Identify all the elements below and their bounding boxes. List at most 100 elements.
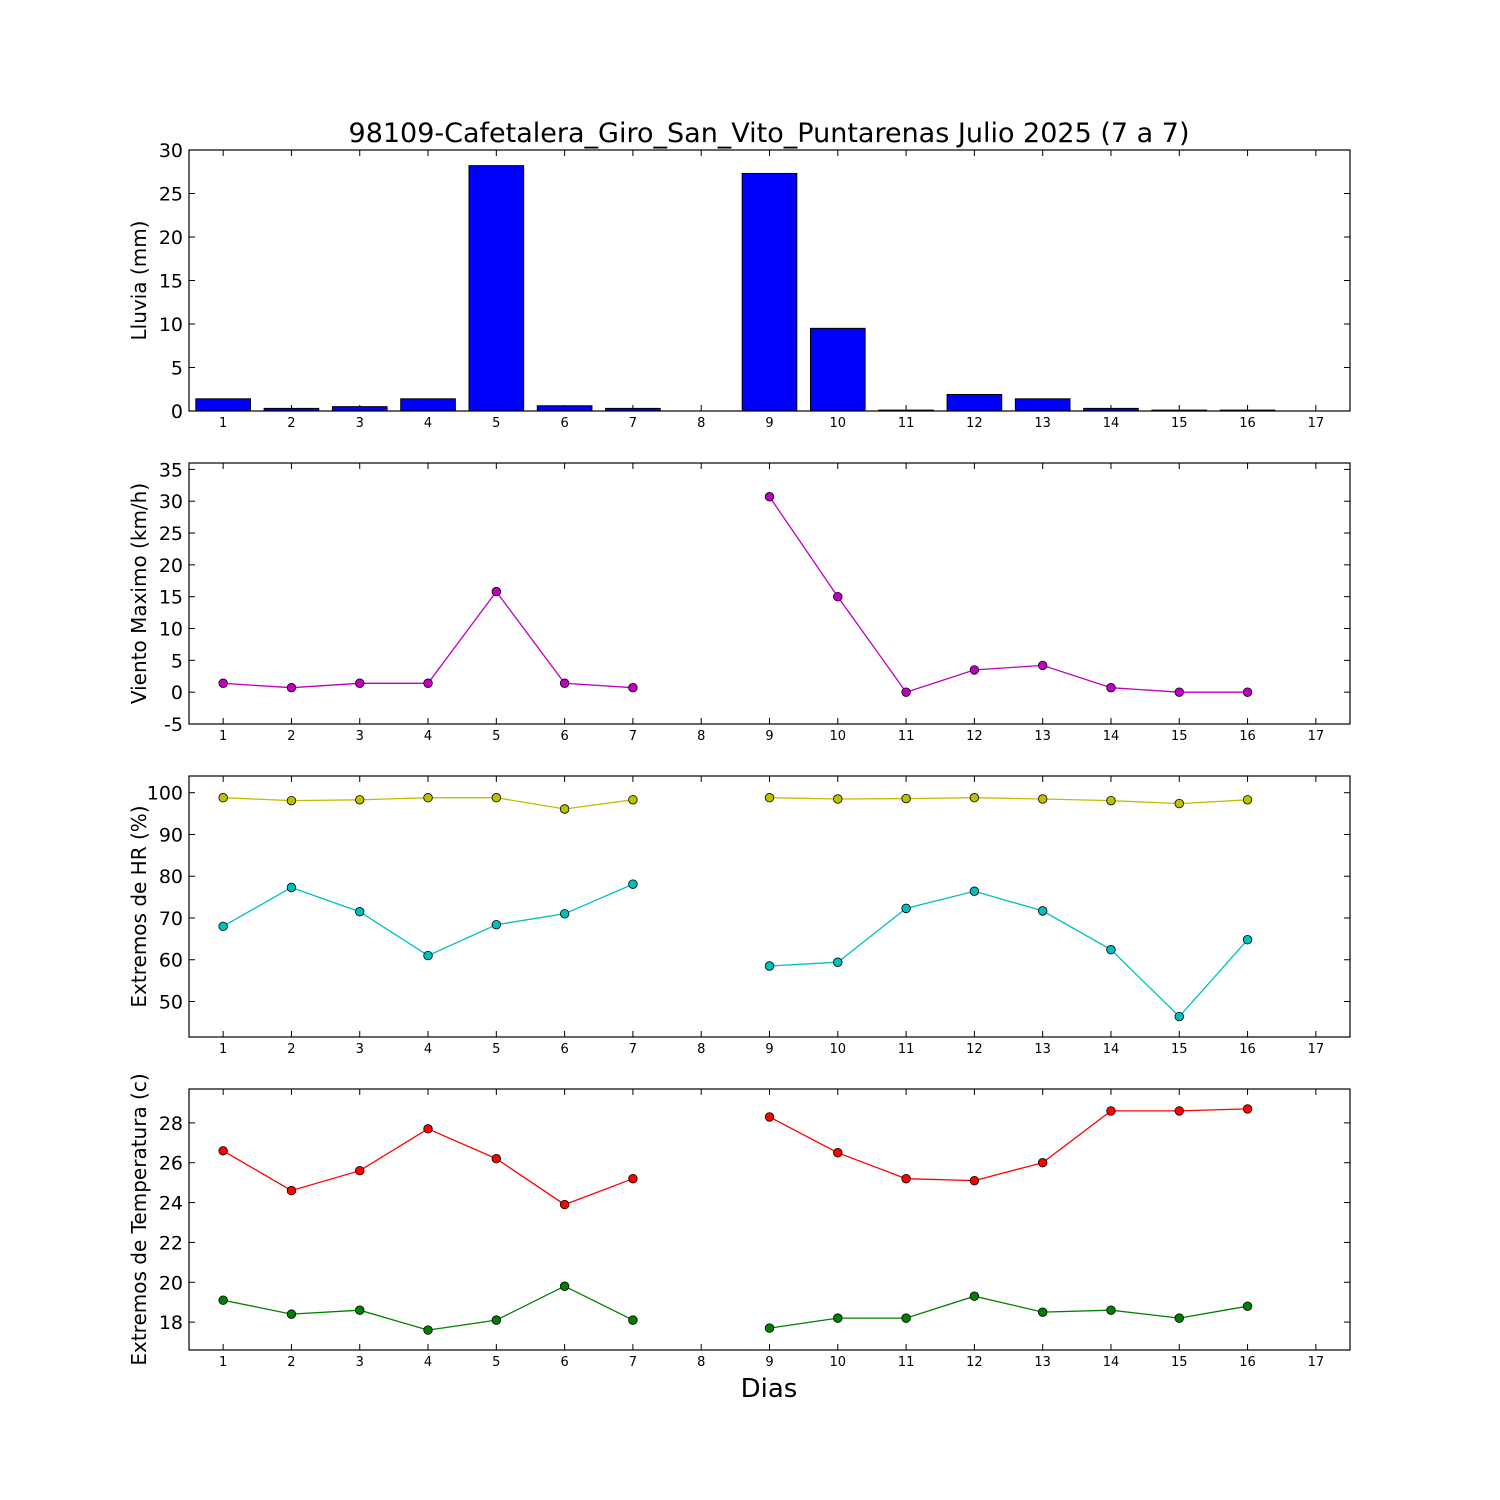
bar-day-5 (468, 165, 525, 411)
series-2-point-day-7 (628, 1315, 638, 1325)
series-2-point-day-2 (286, 882, 297, 893)
plot-area (218, 1104, 1253, 1335)
x-tick-label: 2 (287, 416, 295, 431)
x-tick-label: 4 (424, 729, 432, 744)
x-tick-label: 16 (1239, 729, 1256, 744)
series-1-point-day-10 (833, 794, 843, 804)
x-tick-label: 14 (1103, 729, 1120, 744)
series-1-point-day-14 (1106, 683, 1116, 693)
series-2-point-day-9 (764, 961, 775, 971)
x-tick-label: 5 (492, 416, 500, 431)
series-1-point-day-12 (969, 1175, 980, 1186)
plot-area (218, 492, 1253, 697)
x-tick-label: 1 (219, 1042, 227, 1057)
x-tick-label: 2 (287, 729, 295, 744)
x-tick-label: 15 (1171, 416, 1188, 431)
x-tick-label: 15 (1171, 1355, 1188, 1370)
series-2-point-day-2 (286, 1309, 297, 1319)
x-tick-label: 10 (830, 416, 847, 431)
series-1-point-day-4 (423, 1124, 433, 1134)
series-2-point-day-12 (969, 886, 980, 896)
y-tick-label: 0 (171, 401, 183, 423)
bar-day-4 (400, 398, 456, 411)
series-1-point-day-1 (218, 793, 228, 803)
bar-day-10 (809, 327, 866, 411)
series-2-point-day-13 (1037, 1307, 1048, 1317)
y-tick-label: 28 (159, 1113, 183, 1135)
series-2-point-day-4 (423, 950, 433, 961)
y-tick-label: 15 (159, 587, 183, 609)
series-1-point-day-15 (1174, 798, 1184, 809)
x-tick-label: 7 (629, 416, 637, 431)
y-tick-label: 25 (159, 523, 183, 545)
series-1-point-day-15 (1174, 687, 1184, 697)
y-tick-label: 24 (159, 1193, 183, 1215)
x-tick-label: 8 (697, 729, 705, 744)
plot-area (218, 793, 1253, 1022)
series-2-point-day-3 (355, 907, 365, 917)
series-1-point-day-6 (559, 1199, 570, 1210)
y-tick-label: 22 (159, 1232, 183, 1254)
x-tick-label: 1 (219, 416, 227, 431)
bar-day-3 (331, 406, 388, 411)
x-tick-label: 15 (1171, 729, 1188, 744)
x-tick-label: 4 (424, 1355, 432, 1370)
bar-day-14 (1083, 407, 1139, 411)
series-1-point-day-13 (1037, 794, 1048, 804)
series-1-point-day-16 (1242, 1104, 1253, 1114)
series-1-line (769, 797, 1248, 805)
y-tick-label: 50 (159, 992, 183, 1014)
y-tick-label: 30 (159, 140, 183, 162)
series-2-point-day-1 (218, 1295, 228, 1305)
series-1-point-day-5 (491, 586, 502, 597)
y-tick-label: 5 (171, 650, 183, 672)
y-axis-label: Extremos de Temperatura (c) (127, 1073, 151, 1365)
series-1-point-day-10 (833, 1148, 843, 1158)
x-tick-label: 12 (966, 416, 983, 431)
series-2-point-day-15 (1174, 1313, 1184, 1323)
x-tick-label: 16 (1239, 1355, 1256, 1370)
series-1-point-day-13 (1037, 1158, 1048, 1168)
x-tick-label: 10 (830, 729, 847, 744)
y-axis-label: Lluvia (mm) (127, 221, 151, 341)
x-tick-label: 14 (1103, 1355, 1120, 1370)
x-tick-label: 6 (560, 729, 568, 744)
x-tick-label: 17 (1308, 416, 1325, 431)
y-tick-label: 100 (147, 783, 183, 805)
x-tick-label: 13 (1034, 416, 1051, 431)
series-1-point-day-1 (218, 1146, 228, 1156)
x-tick-label: 3 (356, 1042, 364, 1057)
y-tick-label: 10 (159, 314, 183, 336)
series-2-point-day-14 (1106, 945, 1116, 955)
x-tick-label: 12 (966, 1042, 983, 1057)
series-1-point-day-9 (764, 793, 775, 803)
series-2-point-day-6 (559, 909, 570, 919)
bar-day-12 (946, 393, 1003, 411)
axes-frame (188, 775, 1351, 1038)
x-tick-label: 3 (356, 1355, 364, 1370)
x-tick-label: 17 (1308, 729, 1325, 744)
x-tick-label: 7 (629, 1355, 637, 1370)
series-1-point-day-4 (423, 678, 433, 688)
x-tick-label: 16 (1239, 416, 1256, 431)
series-2-point-day-6 (559, 1281, 570, 1291)
y-tick-label: 10 (159, 619, 183, 641)
y-tick-label: 26 (159, 1153, 183, 1175)
y-axis-label: Viento Maximo (km/h) (127, 483, 151, 704)
series-2-point-day-5 (491, 1315, 502, 1325)
x-tick-label: 9 (765, 1042, 773, 1057)
series-1-point-day-1 (218, 678, 228, 688)
series-1-point-day-7 (628, 795, 638, 805)
series-1-point-day-3 (355, 678, 365, 688)
x-tick-label: 8 (697, 1355, 705, 1370)
series-2-point-day-4 (423, 1325, 433, 1335)
series-1-point-day-2 (286, 683, 297, 693)
x-tick-label: 9 (765, 416, 773, 431)
x-tick-label: 6 (560, 416, 568, 431)
series-2-line (769, 1295, 1248, 1329)
series-2-point-day-11 (901, 1313, 911, 1323)
